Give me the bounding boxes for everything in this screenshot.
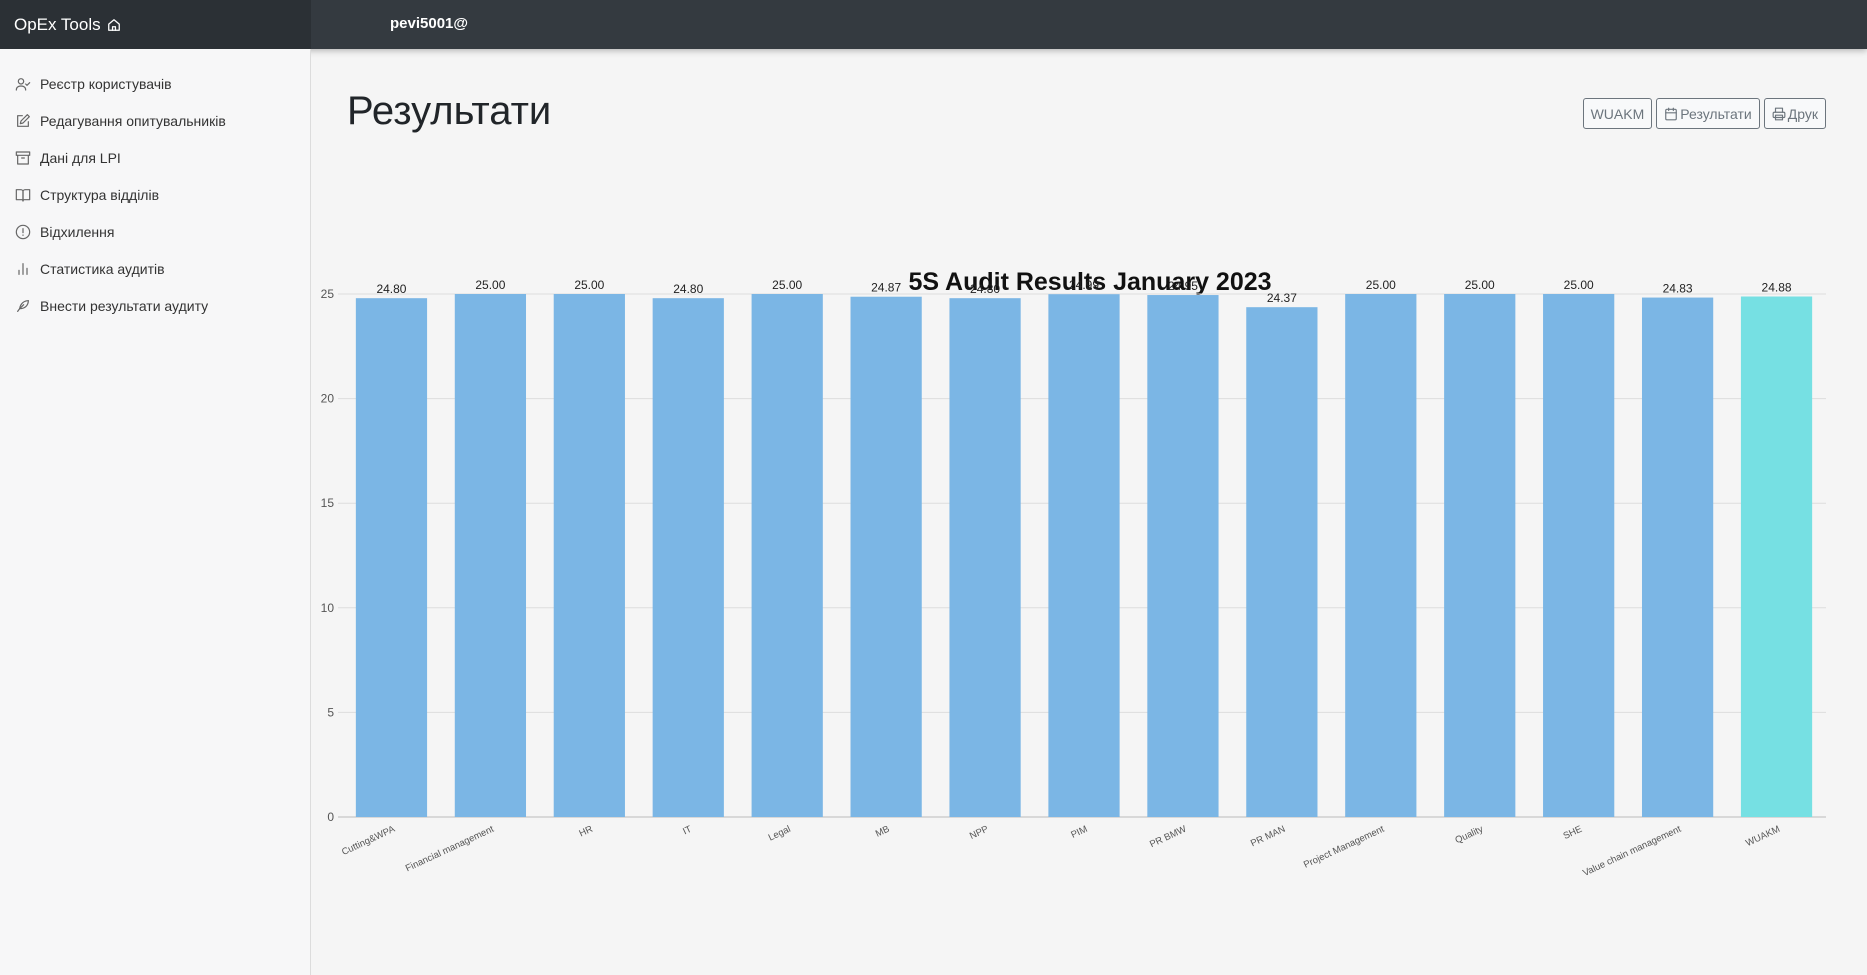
bar-chart-icon	[15, 261, 31, 277]
sidebar-item-enter-audit-results[interactable]: Внести результати аудиту	[0, 287, 310, 324]
chart-bar	[1147, 295, 1219, 817]
sidebar-item-label: Відхилення	[40, 223, 115, 240]
sidebar-item-label: Внести результати аудиту	[40, 297, 209, 314]
brand-link[interactable]: OpEx Tools	[0, 0, 311, 49]
bar-value-label: 25.00	[1465, 278, 1495, 292]
results-bar-chart: 5S Audit Results January 2023 0 5 10 15 20 25 2…	[321, 268, 1826, 879]
printer-icon	[1772, 107, 1786, 121]
bar-value-label: 25.00	[475, 278, 505, 292]
bar-value-label: 24.80	[673, 282, 703, 296]
y-tick-label: 25	[321, 287, 335, 301]
department-button[interactable]: WUAKM	[1582, 98, 1653, 129]
chart-bar	[1345, 294, 1417, 817]
top-navbar: OpEx Tools pevi5001@	[0, 0, 1867, 49]
sidebar-item-audit-statistics[interactable]: Статистика аудитів	[0, 250, 310, 287]
sidebar-item-users-registry[interactable]: Реєстр користувачів	[0, 65, 310, 102]
bar-value-label: 25.00	[772, 278, 802, 292]
sidebar-item-lpi-data[interactable]: Дані для LPI	[0, 139, 310, 176]
x-tick-label: Project Management	[1302, 824, 1386, 871]
x-tick-label: MB	[874, 824, 892, 840]
sidebar-item-label: Структура відділів	[40, 186, 160, 203]
bar-value-label: 24.83	[1663, 282, 1693, 296]
chart-bar	[1740, 296, 1813, 818]
sidebar-item-department-structure[interactable]: Структура відділів	[0, 176, 310, 213]
user-check-icon	[15, 76, 31, 92]
chart-bar	[949, 298, 1021, 817]
toolbar: WUAKM Результати Друк	[1582, 98, 1826, 129]
chart-title: 5S Audit Results January 2023	[908, 268, 1271, 296]
bar-value-label: 24.80	[970, 282, 1000, 296]
results-button[interactable]: Результати	[1656, 98, 1760, 129]
chart-bar	[355, 298, 428, 817]
x-tick-label: WUAKM	[1744, 824, 1782, 849]
chart-bar	[553, 294, 625, 817]
archive-icon	[15, 150, 31, 166]
calendar-icon	[1664, 107, 1678, 121]
sidebar: Реєстр користувачів Редагування опитувал…	[0, 49, 311, 975]
chart-bar	[1641, 297, 1714, 817]
x-tick-label: SHE	[1562, 824, 1584, 842]
x-tick-label: Legal	[767, 824, 793, 844]
bar-value-label: 24.37	[1267, 291, 1297, 305]
x-tick-label: Financial management	[404, 824, 496, 875]
edit-icon	[15, 113, 31, 129]
y-tick-label: 15	[321, 496, 335, 510]
home-icon	[107, 18, 121, 32]
print-button-label: Друк	[1787, 105, 1818, 122]
x-tick-label: PIM	[1069, 824, 1089, 841]
bar-value-label: 25.00	[1366, 278, 1396, 292]
y-tick-label: 5	[327, 705, 334, 719]
y-tick-label: 20	[321, 392, 335, 406]
book-open-icon	[15, 187, 31, 203]
department-button-label: WUAKM	[1590, 105, 1645, 122]
chart-bar	[1543, 294, 1615, 817]
bar-value-label: 25.00	[574, 278, 604, 292]
feather-icon	[15, 298, 31, 314]
chart-bar	[652, 298, 724, 817]
sidebar-item-deviations[interactable]: Відхилення	[0, 213, 310, 250]
results-button-label: Результати	[1680, 105, 1752, 122]
main-content: Результати WUAKM Результати Друк 5S Audi…	[312, 49, 1867, 975]
x-tick-label: IT	[681, 824, 693, 838]
sidebar-item-label: Дані для LPI	[40, 149, 121, 166]
bar-value-label: 25.00	[1564, 278, 1594, 292]
bar-value-label: 24.88	[1762, 281, 1792, 295]
chart-bar	[850, 296, 922, 817]
bar-value-label: 24.99	[1069, 278, 1099, 292]
chart-bar	[454, 294, 527, 817]
x-tick-label: HR	[578, 824, 595, 840]
page-title: Результати	[347, 89, 552, 133]
x-tick-label: Value chain management	[1581, 824, 1683, 879]
bar-value-label: 24.80	[376, 282, 406, 296]
x-tick-label: PR BMW	[1148, 824, 1188, 850]
bar-value-label: 24.95	[1168, 279, 1198, 293]
x-tick-label: Cutting&WPA	[340, 823, 397, 857]
sidebar-item-label: Статистика аудитів	[40, 260, 165, 277]
sidebar-item-edit-questionnaires[interactable]: Редагування опитувальників	[0, 102, 310, 139]
user-name[interactable]: pevi5001@	[390, 15, 469, 32]
sidebar-item-label: Редагування опитувальників	[40, 112, 226, 129]
chart-bar	[1048, 294, 1120, 817]
y-tick-label: 10	[321, 601, 335, 615]
chart-bar	[751, 294, 823, 817]
x-tick-label: Quality	[1454, 824, 1486, 847]
sidebar-item-label: Реєстр користувачів	[40, 75, 172, 92]
brand-label: OpEx Tools	[14, 14, 101, 34]
chart-bar	[1444, 294, 1516, 817]
bar-value-label: 24.87	[871, 281, 901, 295]
chart-bar	[1246, 307, 1318, 817]
x-tick-label: NPP	[968, 824, 990, 842]
y-tick-label: 0	[327, 810, 334, 824]
print-button[interactable]: Друк	[1763, 98, 1826, 129]
alert-circle-icon	[15, 224, 31, 240]
x-tick-label: PR MAN	[1249, 824, 1287, 850]
